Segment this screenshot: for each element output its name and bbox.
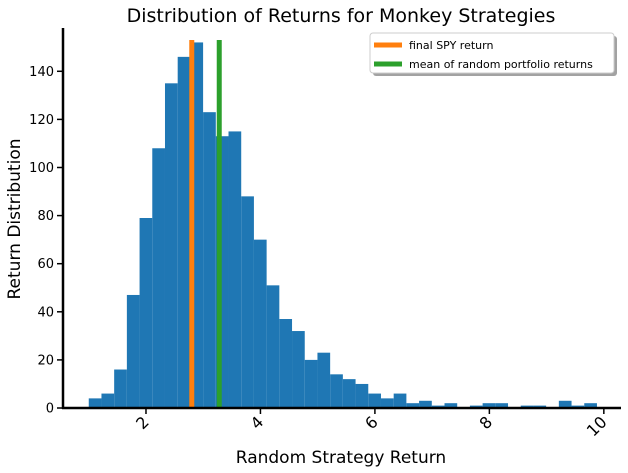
- histogram-bar: [393, 393, 407, 408]
- histogram-bar: [495, 403, 509, 408]
- histogram-bar: [292, 331, 305, 408]
- x-tick-label: 10: [583, 412, 611, 440]
- x-tick-label: 4: [247, 412, 268, 433]
- histogram-bar: [203, 112, 216, 408]
- y-tick-label: 60: [37, 257, 54, 272]
- y-tick-label: 80: [37, 209, 54, 224]
- histogram-bar: [317, 352, 331, 408]
- histogram-bar: [419, 400, 432, 408]
- legend: final SPY return mean of random portfolio…: [369, 32, 617, 76]
- histogram-bar: [88, 398, 102, 408]
- legend-label: mean of random portfolio returns: [409, 58, 593, 71]
- y-tick-label: 40: [37, 305, 54, 320]
- histogram-bar: [406, 403, 420, 408]
- y-axis-ticks: 0 20 40 60 80 100 120 140: [29, 65, 63, 417]
- y-axis-label: Return Distribution: [5, 139, 25, 300]
- histogram-bar: [101, 393, 115, 408]
- histogram-bar: [304, 359, 318, 408]
- histogram-bar: [126, 294, 140, 408]
- histogram-bar: [114, 369, 127, 408]
- x-tick-label: 8: [476, 412, 497, 433]
- axes: [61, 28, 621, 410]
- histogram-bar: [330, 374, 343, 408]
- histogram-bar: [558, 400, 572, 408]
- histogram-bar: [368, 393, 381, 408]
- legend-label: final SPY return: [409, 39, 493, 52]
- histogram-bar: [342, 379, 356, 408]
- histogram-bar: [584, 403, 597, 408]
- histogram-bar: [266, 285, 280, 408]
- histogram-bars: [88, 42, 597, 409]
- y-tick-label: 140: [29, 65, 54, 80]
- x-axis-label: Random Strategy Return: [236, 448, 446, 468]
- histogram-bar: [228, 131, 242, 408]
- y-tick-label: 100: [29, 161, 54, 176]
- histogram-bar: [152, 148, 165, 408]
- legend-box: [369, 32, 615, 74]
- x-tick-label: 2: [132, 412, 153, 433]
- histogram-bar: [380, 398, 394, 408]
- x-axis-ticks: 2 4 6 8 10: [132, 408, 611, 440]
- histogram-bar: [177, 56, 191, 409]
- x-tick-label: 6: [361, 412, 382, 433]
- histogram-bar: [253, 239, 267, 408]
- reference-lines: [189, 40, 222, 408]
- histogram-bar: [444, 403, 458, 408]
- histogram-bar: [355, 383, 369, 408]
- histogram-bar: [164, 83, 178, 408]
- y-tick-label: 20: [37, 353, 54, 368]
- histogram-bar: [279, 319, 293, 408]
- chart-title: Distribution of Returns for Monkey Strat…: [127, 5, 556, 27]
- histogram-bar: [139, 218, 153, 408]
- histogram-bar: [482, 403, 496, 408]
- histogram-bar: [241, 196, 254, 408]
- y-tick-label: 120: [29, 113, 54, 128]
- y-tick-label: 0: [46, 402, 54, 417]
